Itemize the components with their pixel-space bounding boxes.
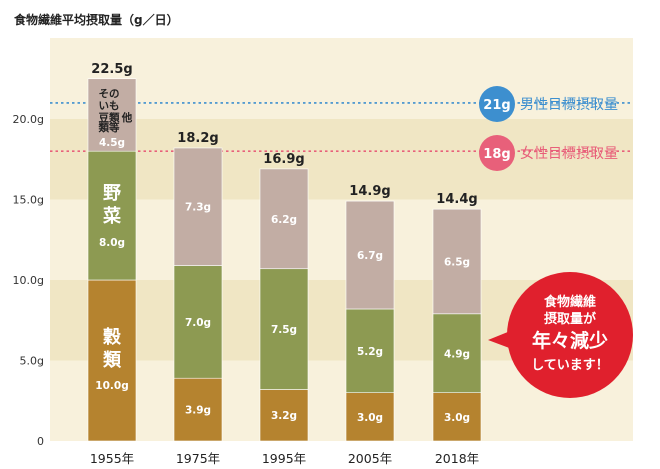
bar-segment xyxy=(259,168,309,270)
bar-value-label: 3.2g xyxy=(271,410,297,422)
bar-segment xyxy=(259,389,309,442)
bar-value-label: 8.0g xyxy=(99,237,125,249)
bar-segment xyxy=(432,313,482,393)
bar-segment xyxy=(259,268,309,390)
y-tick-label: 0 xyxy=(37,435,44,448)
bar-value-label: 4.9g xyxy=(444,348,470,360)
bar-value-label: 4.5g xyxy=(99,137,125,149)
series-label-other: 類等 xyxy=(98,121,120,134)
series-label-vegetable: 野 xyxy=(103,183,121,204)
series-label-grain: 類 xyxy=(102,350,122,371)
bar-value-label: 6.2g xyxy=(271,214,297,226)
x-category-label: 1995年 xyxy=(262,451,306,466)
bar-value-label: 7.0g xyxy=(185,317,211,329)
reference-line-label: 男性目標摂取量 xyxy=(520,97,618,113)
bar-segment xyxy=(173,147,223,266)
x-category-label: 1955年 xyxy=(90,451,134,466)
callout-bubble xyxy=(507,272,633,398)
series-label-other: その xyxy=(99,88,120,100)
series-label-other: いも xyxy=(99,100,120,112)
callout-text: しています！ xyxy=(531,358,609,373)
bar-value-label: 3.9g xyxy=(185,405,211,417)
bar-value-label: 7.5g xyxy=(271,324,297,336)
bar-segment xyxy=(432,208,482,315)
bar-segment xyxy=(345,200,395,310)
bar-segment xyxy=(345,308,395,394)
callout-text: 摂取量が xyxy=(544,311,596,327)
bar-value-label: 6.5g xyxy=(444,256,470,268)
bar-segment xyxy=(345,392,395,442)
bar-value-label: 5.2g xyxy=(357,346,383,358)
bar-value-label: 7.3g xyxy=(185,202,211,214)
series-label-other: 豆類 xyxy=(99,111,120,124)
reference-badge xyxy=(479,86,515,122)
bar-segment xyxy=(87,78,137,152)
bar-value-label: 3.0g xyxy=(357,412,383,424)
plot-band xyxy=(50,119,633,200)
bar-segment xyxy=(432,392,482,442)
bar-total-label: 14.9g xyxy=(349,184,390,199)
bar-value-label: 6.7g xyxy=(357,250,383,262)
x-category-label: 2005年 xyxy=(348,451,392,466)
reference-line-label: 女性目標摂取量 xyxy=(520,145,618,162)
bar-total-label: 18.2g xyxy=(177,131,218,146)
y-tick-label: 20.0g xyxy=(13,113,44,126)
bar-value-label: 3.0g xyxy=(444,412,470,424)
reference-badge-value: 21g xyxy=(483,98,510,113)
x-category-label: 2018年 xyxy=(435,451,479,466)
reference-badge xyxy=(479,135,515,171)
y-tick-label: 5.0g xyxy=(20,355,44,368)
bar-total-label: 22.5g xyxy=(91,62,132,77)
bar-segment xyxy=(173,265,223,379)
bar-total-label: 14.4g xyxy=(436,192,477,207)
y-tick-label: 10.0g xyxy=(13,274,44,287)
callout-text: 年々減少 xyxy=(532,329,608,352)
callout-text: 食物繊維 xyxy=(544,294,596,310)
series-label-other: 他 xyxy=(121,111,133,124)
chart-title: 食物繊維平均摂取量（g／日） xyxy=(13,12,179,27)
series-label-vegetable: 菜 xyxy=(102,206,121,227)
series-label-grain: 穀 xyxy=(103,327,122,348)
y-tick-label: 15.0g xyxy=(13,194,44,207)
bar-value-label: 10.0g xyxy=(95,380,128,392)
bar-total-label: 16.9g xyxy=(263,152,304,167)
reference-badge-value: 18g xyxy=(483,147,510,162)
x-category-label: 1975年 xyxy=(176,451,220,466)
